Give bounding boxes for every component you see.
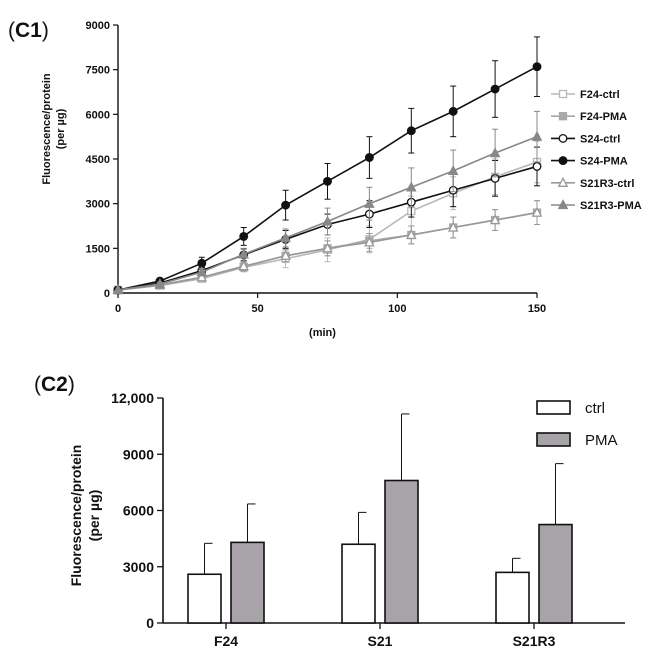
data-point <box>154 278 166 289</box>
legend-label: S21R3-ctrl <box>580 178 634 190</box>
legend-swatch <box>536 400 571 415</box>
chart-c2: (C2) 0 3000 6000 9000 12,000 Fluorescence/prot… <box>34 373 625 649</box>
panel-label: (C1) <box>8 19 49 42</box>
legend-label: PMA <box>585 432 618 449</box>
chart-c1: (C1) 0 1500 3000 4500 6000 7500 9000 0 50 100 150 (m… <box>8 19 642 339</box>
y-tick-label: 7500 <box>86 65 110 77</box>
data-point <box>532 62 542 72</box>
y-tick-label: 3000 <box>123 559 154 575</box>
legend-marker <box>557 199 569 210</box>
x-tick-label: 150 <box>528 303 546 315</box>
bar <box>341 543 376 624</box>
y-tick-label: 0 <box>104 288 110 300</box>
legend-marker <box>558 133 568 143</box>
data-point <box>238 248 249 259</box>
data-point <box>532 161 542 171</box>
data-point <box>406 229 417 240</box>
data-point <box>489 214 501 225</box>
y-axis-label: Fluorescence/protein (per µg) <box>41 73 67 185</box>
x-tick-label: S21R3 <box>513 633 556 649</box>
legend-swatch <box>536 432 571 447</box>
legend-label: F24-ctrl <box>580 89 620 101</box>
legend-marker <box>558 112 568 121</box>
legend-marker <box>558 156 568 166</box>
panel-label: (C2) <box>34 373 75 396</box>
y-tick-label: 9000 <box>123 446 154 462</box>
data-point <box>280 249 291 260</box>
legend-label: S24-PMA <box>580 156 628 168</box>
legend-label: ctrl <box>585 400 605 417</box>
x-tick-label: S21 <box>368 633 393 649</box>
data-point <box>323 176 332 186</box>
data-point <box>447 221 459 232</box>
data-point <box>239 231 249 241</box>
data-point <box>364 153 374 162</box>
y-tick-label: 6000 <box>123 503 154 519</box>
data-point <box>406 126 416 136</box>
data-point <box>364 236 375 247</box>
data-point <box>489 147 501 158</box>
data-point <box>447 165 459 176</box>
data-point <box>322 242 333 253</box>
data-point <box>197 258 207 268</box>
legend-marker <box>558 89 568 99</box>
data-point <box>448 106 458 116</box>
legend-marker <box>557 176 569 187</box>
y-tick-label: 4500 <box>86 154 110 166</box>
x-tick-label: 100 <box>388 303 406 315</box>
data-point <box>531 206 543 217</box>
bar <box>187 573 222 624</box>
y-tick-label: 3000 <box>86 199 110 211</box>
x-tick-label: 0 <box>115 303 121 315</box>
data-point <box>406 181 417 192</box>
data-point <box>281 200 291 210</box>
bar <box>384 479 419 624</box>
y-tick-label: 12,000 <box>111 390 154 406</box>
x-axis-label: (min) <box>309 327 336 339</box>
bar <box>230 541 265 624</box>
bar <box>495 571 530 624</box>
y-tick-label: 6000 <box>86 109 110 121</box>
y-tick-label: 0 <box>146 615 154 631</box>
data-point <box>196 266 208 277</box>
legend-label: S21R3-PMA <box>580 200 642 212</box>
x-tick-label: 50 <box>252 303 264 315</box>
legend-label: S24-ctrl <box>580 133 620 145</box>
data-point <box>364 197 375 208</box>
x-tick-label: F24 <box>214 633 238 649</box>
y-tick-label: 1500 <box>86 243 110 255</box>
data-point <box>490 84 500 94</box>
bar <box>538 523 573 624</box>
data-point <box>280 232 291 243</box>
legend-label: F24-PMA <box>580 111 627 123</box>
data-point <box>531 130 543 141</box>
data-point <box>196 271 208 282</box>
data-point <box>238 260 249 271</box>
y-tick-label: 9000 <box>86 20 110 32</box>
data-point <box>322 215 333 226</box>
y-axis-label: Fluorescence/protein (per µg) <box>68 445 102 587</box>
data-point <box>112 284 124 295</box>
